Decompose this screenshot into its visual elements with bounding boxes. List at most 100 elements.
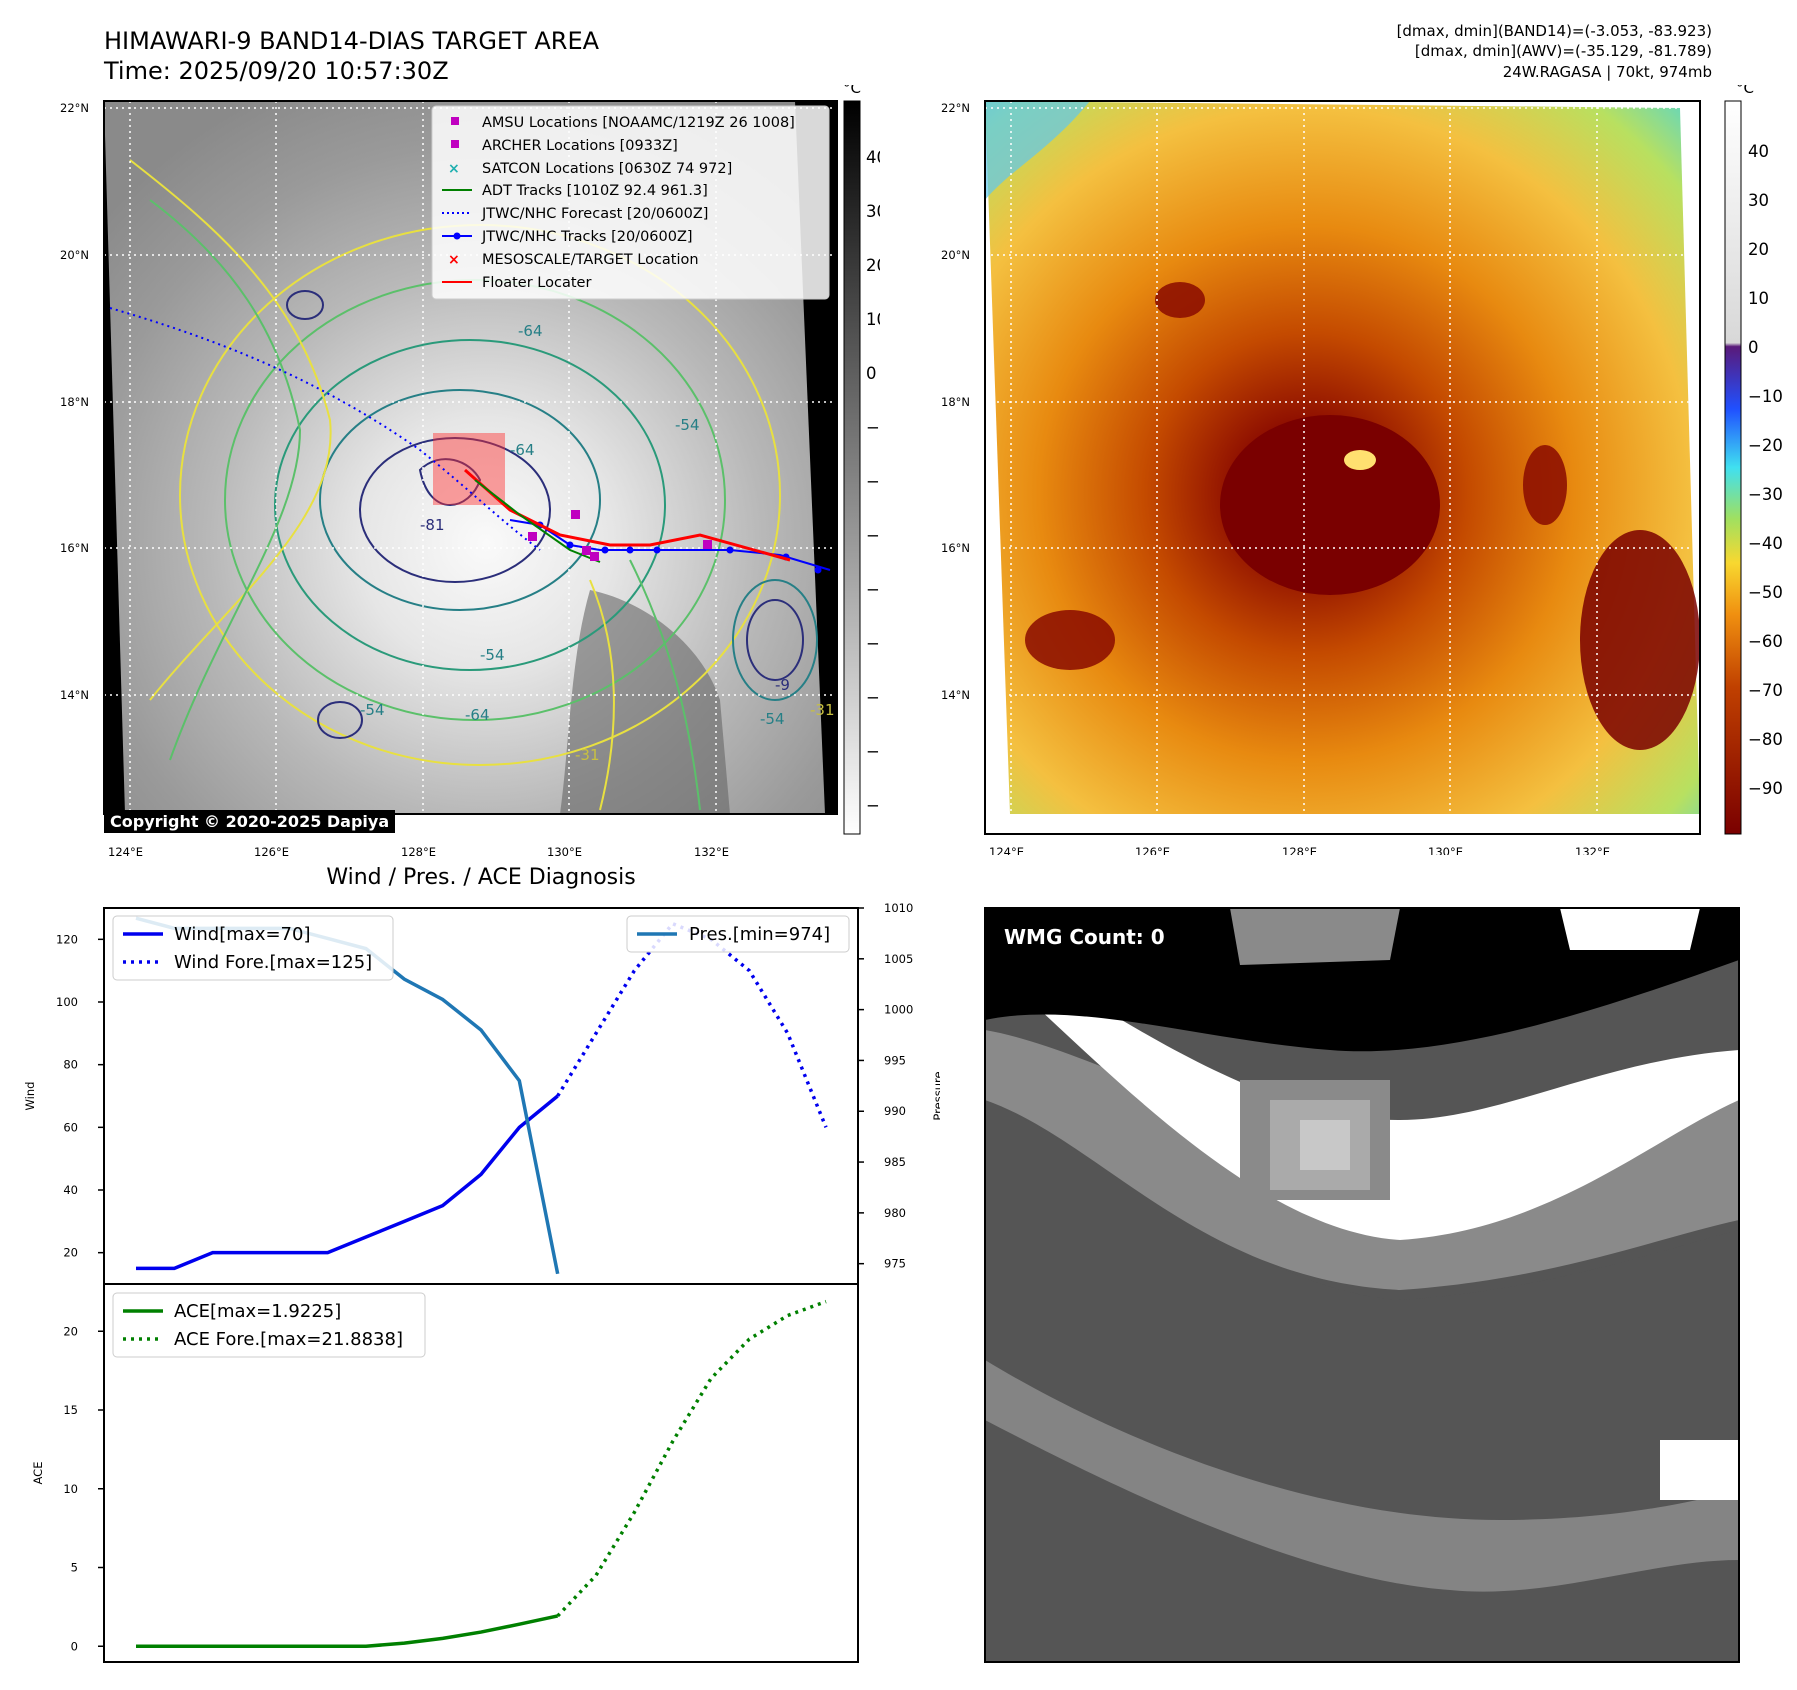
colorbar-tick: 20 — [866, 256, 880, 275]
lon-label: 124°E — [989, 845, 1024, 855]
wind-tick-label: 60 — [63, 1120, 78, 1134]
storm-info: 24W.RAGASA | 70kt, 974mb — [1502, 63, 1712, 81]
chart-title: HIMAWARI-9 BAND14-DIAS TARGET AREA — [104, 27, 600, 55]
colorbar-tick: 10 — [866, 310, 880, 329]
lon-label: 130°E — [1428, 845, 1463, 855]
colorbar-tick: 30 — [1748, 191, 1769, 210]
pressure-tick-label: 980 — [884, 1206, 906, 1220]
diagnosis-title: Wind / Pres. / ACE Diagnosis — [326, 865, 635, 890]
lon-label: 132°E — [694, 845, 729, 859]
dmax-awv-info: [dmax, dmin](AWV)=(-35.129, -81.789) — [1414, 42, 1712, 60]
pressure-tick-label: 985 — [884, 1155, 906, 1169]
lat-label: 16°N — [941, 541, 970, 555]
colorbar-tick: −30 — [1748, 485, 1783, 504]
legend-ace-forecast: ACE Fore.[max=21.8838] — [174, 1329, 403, 1350]
colorbar-tick: −40 — [1748, 534, 1783, 553]
pressure-tick-label: 995 — [884, 1053, 906, 1067]
lon-label: 124°E — [108, 845, 143, 859]
dmax-band14-info: [dmax, dmin](BAND14)=(-3.053, -83.923) — [1396, 22, 1712, 40]
lon-label: 130°E — [547, 845, 582, 859]
colorbar-unit: °C — [1736, 85, 1754, 97]
lon-label: 126°E — [1135, 845, 1170, 855]
legend-ace: ACE[max=1.9225] — [174, 1301, 341, 1322]
wind-tick-label: 20 — [63, 1246, 78, 1260]
colorbar-tick: −70 — [1748, 681, 1783, 700]
legend-satcon: SATCON Locations [0630Z 74 972] — [482, 161, 732, 177]
legend-floater: Floater Locater — [482, 275, 591, 291]
colorbar-tick: 10 — [1748, 289, 1769, 308]
wind-tick-label: 120 — [56, 932, 78, 946]
colorbar-tick: −10 — [866, 418, 880, 437]
ace-tick-label: 15 — [63, 1403, 78, 1417]
lat-label: 18°N — [60, 395, 89, 409]
svg-text:×: × — [448, 161, 460, 177]
pressure-tick-label: 975 — [884, 1257, 906, 1271]
lat-label: 20°N — [941, 248, 970, 262]
lon-label: 128°E — [401, 845, 436, 859]
pressure-tick-label: 1010 — [884, 901, 913, 915]
wmg-count-label: WMG Count: 0 — [1004, 925, 1165, 949]
colorbar-tick: −10 — [1748, 387, 1783, 406]
copyright-label: Copyright © 2020-2025 Dapiya — [104, 810, 396, 833]
pressure-tick-label: 1005 — [884, 952, 913, 966]
contour-label: -54 — [360, 701, 385, 719]
ace-tick-label: 10 — [63, 1482, 78, 1496]
lat-label: 22°N — [941, 101, 970, 115]
colorbar-tick: −20 — [866, 472, 880, 491]
wind-tick-label: 100 — [56, 995, 78, 1009]
contour-label: -54 — [480, 646, 505, 664]
colorbar-unit: °C — [843, 85, 861, 97]
colorbar-tick: −70 — [866, 742, 880, 761]
legend-amsu: AMSU Locations [NOAAMC/1219Z 26 1008] — [482, 115, 795, 131]
colorbar-tick: 40 — [866, 148, 880, 167]
ace-legend: ACE[max=1.9225] ACE Fore.[max=21.8838] — [112, 1292, 426, 1358]
colorbar-tick: 30 — [866, 202, 880, 221]
contour-label: -31 — [575, 746, 600, 764]
ir-map-panel: -64 -64 -81 -54 -54 -54 -31 -31 -9 -64 -… — [60, 85, 880, 859]
lat-label: 14°N — [941, 688, 970, 702]
lon-label: 126°E — [254, 845, 289, 859]
contour-label: -31 — [810, 701, 835, 719]
lat-label: 20°N — [60, 248, 89, 262]
colorbar-tick: 0 — [866, 364, 877, 383]
colorbar-tick: −60 — [1748, 632, 1783, 651]
awv-map-panel: 22°N 20°N 18°N 16°N 14°N 124°E 126°E 128… — [941, 85, 1783, 855]
legend-wind-forecast: Wind Fore.[max=125] — [174, 952, 372, 973]
wind-legend: Wind[max=70] Wind Fore.[max=125] — [112, 915, 394, 981]
chart-time: Time: 2025/09/20 10:57:30Z — [104, 57, 449, 85]
map-legend: AMSU Locations [NOAAMC/1219Z 26 1008] AR… — [431, 105, 830, 300]
legend-wind: Wind[max=70] — [174, 924, 311, 945]
colorbar-tick: 20 — [1748, 240, 1769, 259]
contour-label: -81 — [420, 516, 445, 534]
colorbar-tick: −60 — [866, 688, 880, 707]
colorbar-tick: −40 — [866, 580, 880, 599]
contour-label: -9 — [775, 676, 790, 694]
contour-label: -54 — [675, 416, 700, 434]
legend-adt: ADT Tracks [1010Z 92.4 961.3] — [482, 183, 708, 199]
legend-jtwc-forecast: JTWC/NHC Forecast [20/0600Z] — [481, 206, 708, 222]
lat-label: 22°N — [60, 101, 89, 115]
contour-label: -64 — [510, 441, 535, 459]
contour-label: -64 — [465, 706, 490, 724]
lon-label: 132°E — [1575, 845, 1610, 855]
ace-tick-label: 20 — [63, 1324, 78, 1338]
colorbar-tick: −80 — [866, 796, 880, 815]
ace-tick-label: 5 — [71, 1561, 78, 1575]
diagnosis-chart: Wind / Pres. / ACE Diagnosis Wind Pressu… — [23, 865, 940, 1663]
wind-series-line — [136, 1094, 559, 1271]
contour-label: -54 — [760, 710, 785, 728]
pressure-axis-label: Pressure — [931, 1071, 940, 1120]
lat-label: 14°N — [60, 688, 89, 702]
wind-tick-label: 40 — [63, 1183, 78, 1197]
pressure-tick-label: 1000 — [884, 1003, 913, 1017]
ace-forecast-series-line — [556, 1299, 827, 1618]
colorbar-tick: 0 — [1748, 338, 1759, 357]
legend-target: MESOSCALE/TARGET Location — [482, 252, 699, 268]
pressure-tick-label: 990 — [884, 1104, 906, 1118]
lon-label: 128°E — [1282, 845, 1317, 855]
colorbar-tick: −50 — [866, 634, 880, 653]
svg-text:×: × — [448, 252, 460, 268]
ace-tick-label: 0 — [71, 1639, 78, 1653]
awv-colorbar — [1724, 100, 1742, 835]
legend-pressure: Pres.[min=974] — [689, 924, 830, 945]
